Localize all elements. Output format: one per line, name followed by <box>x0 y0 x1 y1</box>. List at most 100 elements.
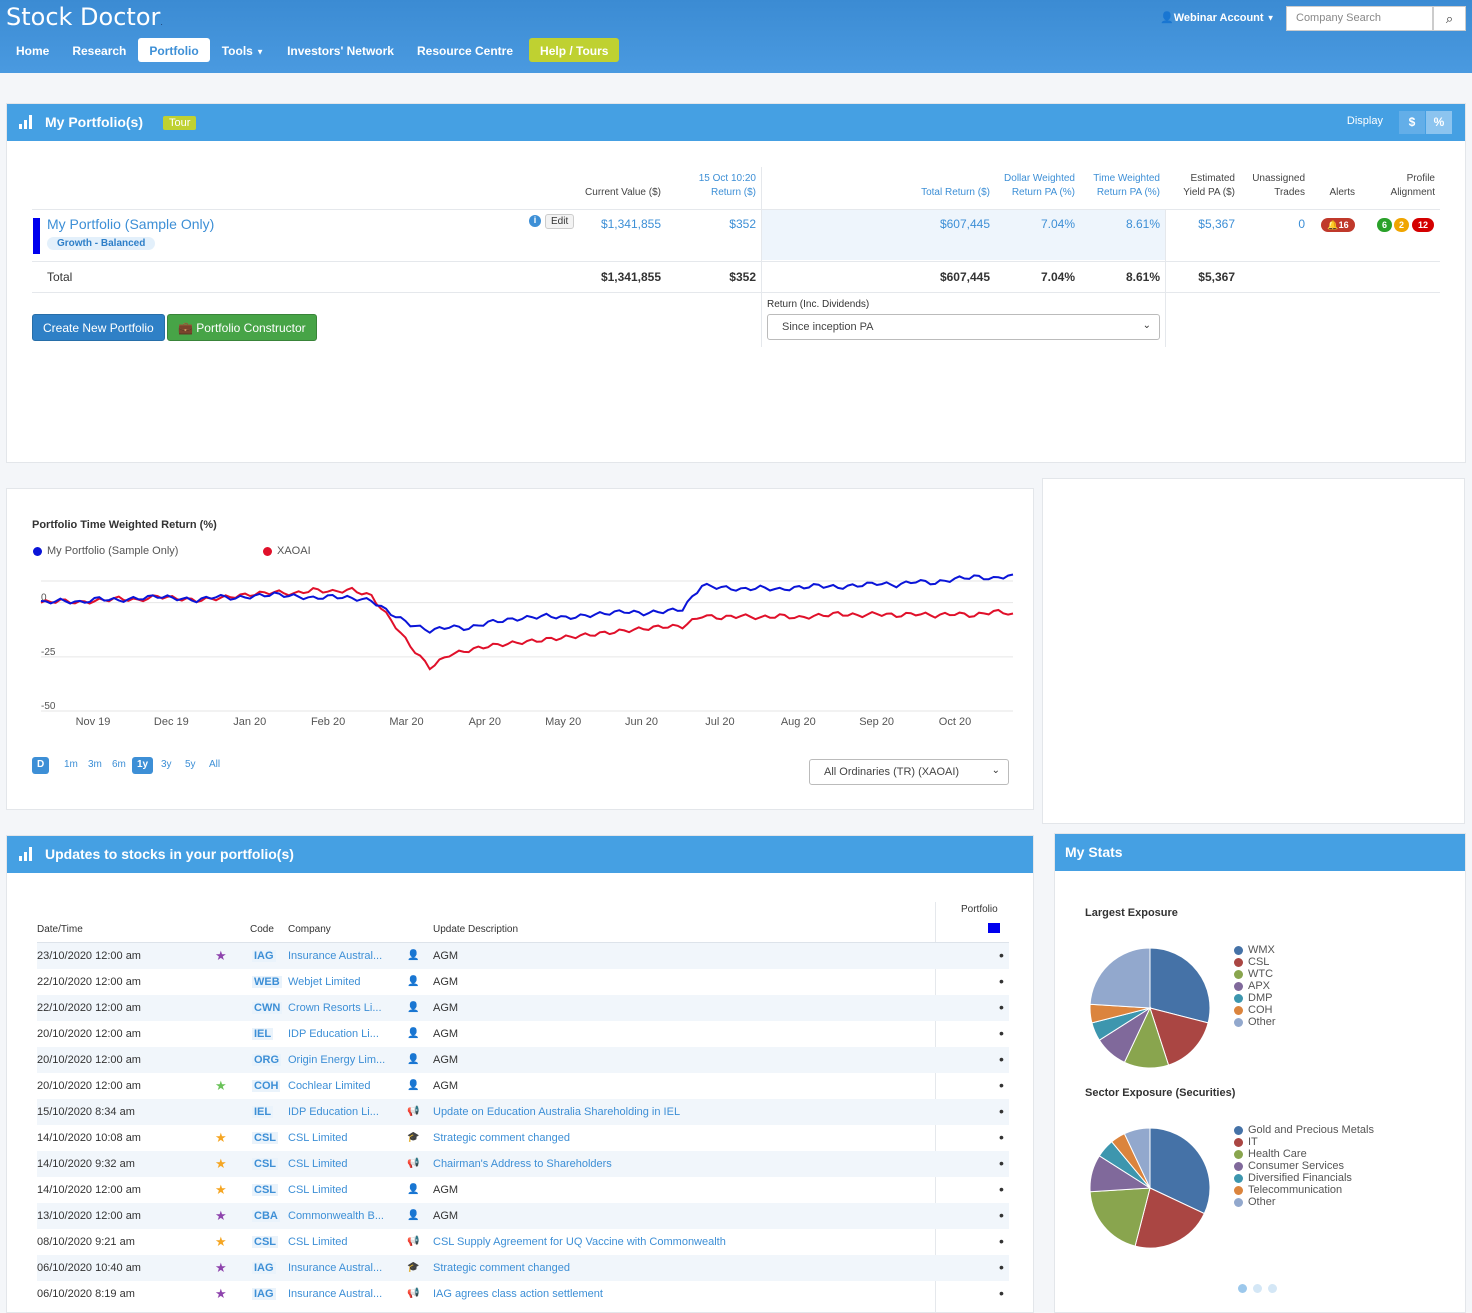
stock-code-link[interactable]: CSL <box>252 1132 278 1144</box>
company-link[interactable]: CSL Limited <box>288 1158 348 1170</box>
update-row[interactable]: 20/10/2020 12:00 am ORG Origin Energy Lim.… <box>37 1047 1009 1073</box>
stock-code-link[interactable]: IEL <box>252 1028 274 1040</box>
update-row[interactable]: 23/10/2020 12:00 am ★ IAG Insurance Austral… <box>37 943 1009 969</box>
nav-home[interactable]: Home <box>16 44 50 58</box>
legend-item[interactable]: WTC <box>1234 968 1276 980</box>
header-time-weighted[interactable]: Time Weighted Return PA (%) <box>1093 173 1160 198</box>
sector-exposure-pie[interactable] <box>1088 1126 1213 1251</box>
range-1m-button[interactable]: 1m <box>64 759 78 770</box>
update-row[interactable]: 06/10/2020 10:40 am ★ IAG Insurance Austral… <box>37 1255 1009 1281</box>
pie-slice-other[interactable] <box>1089 947 1151 1009</box>
display-percent-button[interactable]: % <box>1426 111 1452 134</box>
stock-code-link[interactable]: IEL <box>252 1106 274 1118</box>
legend-item[interactable]: DMP <box>1234 992 1276 1004</box>
company-link[interactable]: Insurance Austral... <box>288 1262 383 1274</box>
range-d-button[interactable]: D <box>32 757 50 774</box>
legend-item[interactable]: IT <box>1234 1136 1374 1148</box>
range-3m-button[interactable]: 3m <box>88 759 102 770</box>
stock-doctor-logo[interactable]: Stock Doctor. <box>6 3 163 31</box>
legend-item[interactable]: Gold and Precious Metals <box>1234 1124 1374 1136</box>
company-link[interactable]: Insurance Austral... <box>288 1288 383 1300</box>
star-icon[interactable]: ★ <box>215 1260 227 1275</box>
company-link[interactable]: IDP Education Li... <box>288 1028 379 1040</box>
display-dollar-button[interactable]: $ <box>1399 111 1425 134</box>
benchmark-select[interactable]: All Ordinaries (TR) (XAOAI) ⌄ <box>809 759 1009 785</box>
nav-tools[interactable]: Tools ▼ <box>221 44 265 58</box>
company-link[interactable]: Insurance Austral... <box>288 950 383 962</box>
update-row[interactable]: 22/10/2020 12:00 am WEB Webjet Limited 👤 AGM… <box>37 969 1009 995</box>
star-icon[interactable]: ★ <box>215 1286 227 1301</box>
legend-item[interactable]: WMX <box>1234 944 1276 956</box>
company-link[interactable]: Origin Energy Lim... <box>288 1054 386 1066</box>
pie-slice-other[interactable] <box>1123 1127 1151 1189</box>
portfolio-constructor-button[interactable]: 💼 Portfolio Constructor <box>167 314 317 341</box>
range-1y-button[interactable]: 1y <box>132 757 154 774</box>
update-description[interactable]: Chairman's Address to Shareholders <box>433 1158 612 1170</box>
stock-code-link[interactable]: IAG <box>252 1288 276 1300</box>
star-icon[interactable]: ★ <box>215 1156 227 1171</box>
series-line-my-portfolio-sample-only-[interactable] <box>40 573 1014 634</box>
stock-code-link[interactable]: ORG <box>252 1054 282 1066</box>
carousel-dot[interactable] <box>1238 1284 1247 1293</box>
company-search-input[interactable]: Company Search <box>1286 6 1433 31</box>
update-description[interactable]: Strategic comment changed <box>433 1132 570 1144</box>
nav-portfolio[interactable]: Portfolio <box>138 38 210 62</box>
header-total-return[interactable]: Total Return ($) <box>921 187 990 198</box>
stock-code-link[interactable]: WEB <box>252 976 282 988</box>
range-3y-button[interactable]: 3y <box>161 759 172 770</box>
legend-item[interactable]: APX <box>1234 980 1276 992</box>
star-icon[interactable]: ★ <box>215 1208 227 1223</box>
header-dollar-weighted[interactable]: Dollar Weighted Return PA (%) <box>1004 173 1075 198</box>
range-all-button[interactable]: All <box>209 759 221 770</box>
star-icon[interactable]: ★ <box>215 1182 227 1197</box>
row-unassigned[interactable]: 0 <box>1298 217 1305 231</box>
stock-code-link[interactable]: CWN <box>252 1002 283 1014</box>
return-period-select[interactable]: Since inception PA ⌄ <box>767 314 1160 340</box>
range-5y-button[interactable]: 5y <box>185 759 196 770</box>
account-menu[interactable]: 👤Webinar Account ▼ <box>1160 12 1275 24</box>
update-row[interactable]: 20/10/2020 12:00 am IEL IDP Education Li..… <box>37 1021 1009 1047</box>
profile-green-badge[interactable]: 6 <box>1377 218 1392 232</box>
nav-help-tours[interactable]: Help / Tours <box>529 38 620 62</box>
legend-xaoai[interactable]: XAOAI <box>263 545 311 557</box>
star-icon[interactable]: ★ <box>215 948 227 963</box>
update-row[interactable]: 14/10/2020 10:08 am ★ CSL CSL Limited 🎓 Strat… <box>37 1125 1009 1151</box>
pie-slice-wmx[interactable] <box>1149 947 1211 1024</box>
search-button[interactable]: ⌕ <box>1433 6 1466 31</box>
create-new-portfolio-button[interactable]: Create New Portfolio <box>32 314 165 341</box>
update-row[interactable]: 22/10/2020 12:00 am CWN Crown Resorts Li..… <box>37 995 1009 1021</box>
col-date[interactable]: Date/Time <box>37 924 83 935</box>
nav-research[interactable]: Research <box>72 44 127 58</box>
stock-code-link[interactable]: IAG <box>252 1262 276 1274</box>
update-row[interactable]: 14/10/2020 9:32 am ★ CSL CSL Limited 📢 Chairm… <box>37 1151 1009 1177</box>
info-icon[interactable]: i <box>529 215 541 227</box>
col-company[interactable]: Company <box>288 924 331 935</box>
nav-resource-centre[interactable]: Resource Centre <box>416 44 514 58</box>
legend-portfolio[interactable]: My Portfolio (Sample Only) <box>33 545 178 557</box>
pie-slice-gold-and-precious-metals[interactable] <box>1149 1127 1211 1215</box>
update-row[interactable]: 06/10/2020 8:19 am ★ IAG Insurance Austral.… <box>37 1281 1009 1307</box>
company-link[interactable]: CSL Limited <box>288 1236 348 1248</box>
star-icon[interactable]: ★ <box>215 1234 227 1249</box>
update-description[interactable]: Update on Education Australia Shareholdi… <box>433 1106 681 1118</box>
stock-code-link[interactable]: CSL <box>252 1184 278 1196</box>
update-row[interactable]: 13/10/2020 12:00 am ★ CBA Commonwealth B...… <box>37 1203 1009 1229</box>
company-link[interactable]: CSL Limited <box>288 1132 348 1144</box>
company-link[interactable]: IDP Education Li... <box>288 1106 379 1118</box>
legend-item[interactable]: Diversified Financials <box>1234 1172 1374 1184</box>
alerts-badge[interactable]: 🔔16 <box>1321 218 1355 232</box>
largest-exposure-pie[interactable] <box>1088 946 1213 1071</box>
col-description[interactable]: Update Description <box>433 924 519 935</box>
update-description[interactable]: Strategic comment changed <box>433 1262 570 1274</box>
company-link[interactable]: Crown Resorts Li... <box>288 1002 382 1014</box>
stock-code-link[interactable]: COH <box>252 1080 281 1092</box>
stock-code-link[interactable]: CBA <box>252 1210 280 1222</box>
range-6m-button[interactable]: 6m <box>112 759 126 770</box>
profile-red-badge[interactable]: 12 <box>1412 218 1434 232</box>
update-description[interactable]: IAG agrees class action settlement <box>433 1288 603 1300</box>
legend-item[interactable]: Other <box>1234 1016 1276 1028</box>
company-link[interactable]: Cochlear Limited <box>288 1080 371 1092</box>
pie-slice-csl[interactable] <box>1149 1007 1209 1066</box>
legend-item[interactable]: Health Care <box>1234 1148 1374 1160</box>
update-row[interactable]: 14/10/2020 12:00 am ★ CSL CSL Limited 👤 AGM • <box>37 1177 1009 1203</box>
